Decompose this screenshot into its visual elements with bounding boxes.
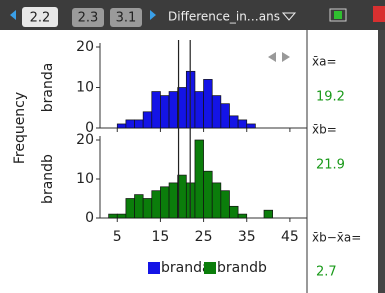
document-title: Difference_in…ans xyxy=(168,10,280,24)
bar xyxy=(221,191,230,218)
screen: 2.2 2.3 3.1 Difference_in…ans Frequency … xyxy=(0,0,385,293)
bar xyxy=(195,92,204,128)
bar xyxy=(152,92,161,128)
x-tick-label: 25 xyxy=(195,229,213,245)
y-tick-label: 0 xyxy=(85,210,94,226)
tab-label[interactable]: 2.3 xyxy=(78,11,99,26)
x-tick-label: 15 xyxy=(152,229,170,245)
bar xyxy=(135,120,144,128)
stat-value: 2.7 xyxy=(316,265,337,280)
y-axis-label: Frequency xyxy=(12,92,28,164)
bar xyxy=(221,104,230,128)
bar xyxy=(212,183,221,218)
bar xyxy=(238,214,247,218)
bar xyxy=(143,199,152,219)
bar xyxy=(126,199,135,219)
bar xyxy=(109,214,118,218)
background xyxy=(0,0,385,293)
bar xyxy=(169,183,178,218)
x-tick-label: 35 xyxy=(238,229,256,245)
y-series-label: branda xyxy=(40,63,56,113)
bar xyxy=(160,96,169,128)
y-tick-label: 10 xyxy=(76,171,94,187)
bar xyxy=(264,210,273,218)
legend-label: branda xyxy=(161,260,211,276)
bar xyxy=(204,171,213,218)
close[interactable] xyxy=(373,6,385,22)
bar xyxy=(238,120,247,128)
scrollbar xyxy=(378,30,385,293)
stat-label: x̄b= xyxy=(312,123,337,137)
bar xyxy=(143,112,152,128)
bar xyxy=(160,187,169,218)
bar xyxy=(117,124,126,128)
tab-label[interactable]: 3.1 xyxy=(116,11,137,26)
bar xyxy=(135,195,144,218)
bar xyxy=(229,206,238,218)
y-tick-label: 20 xyxy=(76,132,94,148)
stat-label: x̄a= xyxy=(312,55,337,69)
bar xyxy=(126,120,135,128)
bar xyxy=(195,140,204,218)
stat-value: 19.2 xyxy=(316,90,345,105)
bar xyxy=(169,92,178,128)
y-tick-label: 10 xyxy=(76,80,94,96)
x-tick-label: 45 xyxy=(281,229,299,245)
battery-level xyxy=(334,11,342,19)
bar xyxy=(247,124,256,128)
y-tick-label: 20 xyxy=(76,39,94,55)
bar xyxy=(152,191,161,218)
x-tick-label: 5 xyxy=(113,229,122,245)
stat-label: x̄b−x̄a= xyxy=(312,231,361,245)
legend-swatch xyxy=(148,262,160,274)
bar xyxy=(229,116,238,128)
legend-label: brandb xyxy=(217,260,267,276)
tab-label[interactable]: 2.2 xyxy=(30,11,51,26)
y-series-label: brandb xyxy=(40,154,56,204)
legend-swatch xyxy=(204,262,216,274)
stat-value: 21.9 xyxy=(316,158,345,173)
bar xyxy=(117,214,126,218)
bar xyxy=(212,96,221,128)
bar xyxy=(204,79,213,128)
